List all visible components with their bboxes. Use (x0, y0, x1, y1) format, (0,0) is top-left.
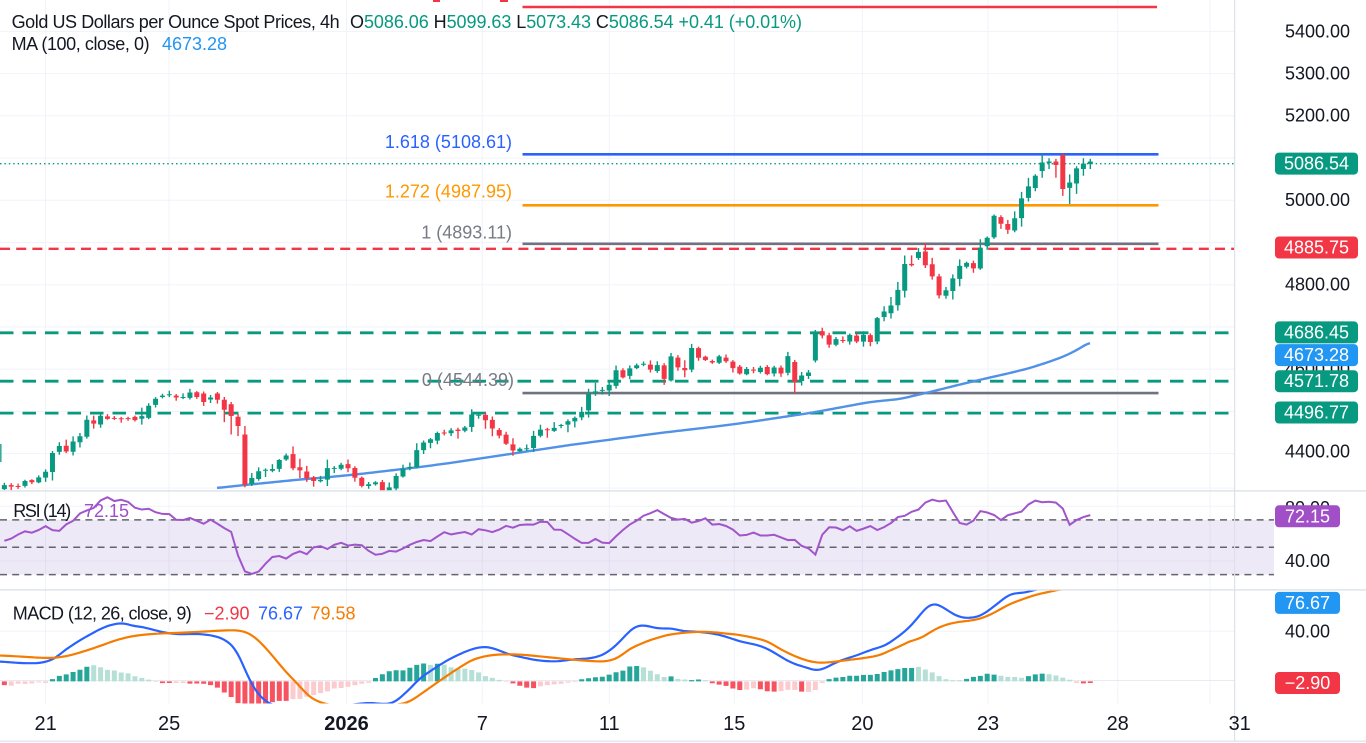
svg-text:4673.28: 4673.28 (162, 34, 227, 54)
svg-text:0 (4544.39): 0 (4544.39) (422, 370, 514, 390)
svg-text:2026: 2026 (324, 713, 369, 735)
svg-text:4673.28: 4673.28 (1284, 345, 1349, 365)
svg-text:1.272 (4987.95): 1.272 (4987.95) (385, 181, 512, 201)
svg-text:23: 23 (977, 713, 999, 735)
svg-text:4496.77: 4496.77 (1284, 403, 1349, 423)
svg-text:5000.00: 5000.00 (1285, 190, 1350, 210)
svg-text:72.15: 72.15 (84, 501, 129, 521)
svg-text:79.58: 79.58 (311, 603, 356, 623)
svg-text:20: 20 (851, 713, 873, 735)
svg-text:1 (4893.11): 1 (4893.11) (421, 223, 512, 243)
svg-text:5300.00: 5300.00 (1285, 63, 1350, 83)
svg-text:O5086.06 H5099.63 L5073.43 C50: O5086.06 H5099.63 L5073.43 C5086.54 +0.4… (350, 12, 802, 32)
svg-text:−2.90: −2.90 (1285, 673, 1331, 693)
svg-text:1.618 (5108.61): 1.618 (5108.61) (385, 132, 512, 152)
svg-text:40.00: 40.00 (1285, 551, 1330, 571)
svg-text:25: 25 (158, 713, 180, 735)
svg-text:4400.00: 4400.00 (1285, 442, 1350, 462)
svg-text:5400.00: 5400.00 (1285, 22, 1350, 42)
svg-text:76.67: 76.67 (258, 603, 303, 623)
svg-text:40.00: 40.00 (1285, 621, 1330, 641)
svg-text:4885.75: 4885.75 (1284, 238, 1349, 258)
svg-text:5086.54: 5086.54 (1284, 154, 1349, 174)
svg-text:MA (100, close, 0): MA (100, close, 0) (12, 34, 150, 54)
svg-text:11: 11 (599, 713, 620, 735)
svg-text:4571.78: 4571.78 (1284, 371, 1349, 391)
svg-text:21: 21 (34, 713, 56, 735)
svg-text:76.67: 76.67 (1285, 593, 1330, 613)
svg-text:72.15: 72.15 (1285, 506, 1330, 526)
svg-text:Gold US Dollars per Ounce Spot: Gold US Dollars per Ounce Spot Prices, 4… (12, 12, 340, 32)
svg-text:MACD (12, 26, close, 9): MACD (12, 26, close, 9) (13, 603, 192, 623)
svg-text:15: 15 (723, 713, 745, 735)
svg-text:5200.00: 5200.00 (1285, 106, 1350, 126)
svg-text:RSI (14): RSI (14) (13, 501, 71, 521)
svg-text:7: 7 (477, 713, 488, 735)
svg-text:−2.90: −2.90 (204, 603, 250, 623)
svg-text:4800.00: 4800.00 (1285, 275, 1350, 295)
svg-text:4686.45: 4686.45 (1284, 322, 1349, 342)
svg-text:28: 28 (1107, 713, 1129, 735)
svg-text:31: 31 (1229, 713, 1251, 735)
